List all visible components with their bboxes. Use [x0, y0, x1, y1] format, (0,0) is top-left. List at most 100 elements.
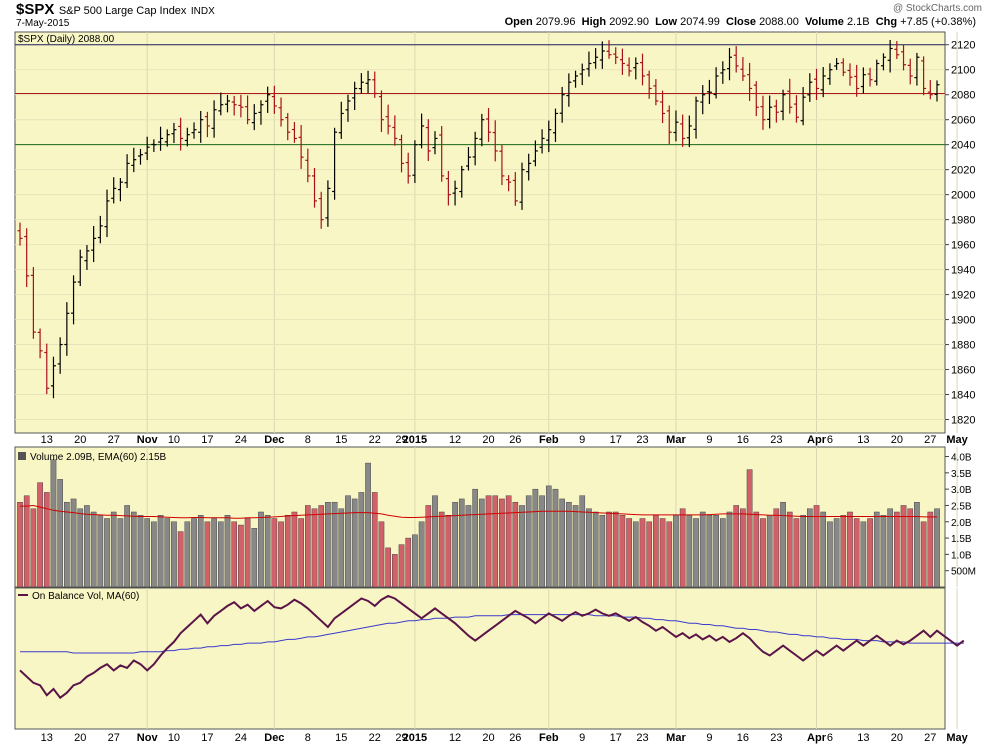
price-tick-label: 2060	[951, 115, 975, 127]
volume-bar	[365, 462, 371, 588]
volume-bar	[151, 521, 157, 588]
x-tick-label: Mar	[666, 732, 686, 744]
volume-bar	[793, 518, 800, 588]
volume-bar	[458, 498, 465, 588]
x-tick-label: 23	[770, 434, 782, 446]
volume-bar	[786, 511, 793, 588]
volume-bar	[338, 508, 345, 588]
volume-bar	[284, 515, 291, 588]
volume-bar	[425, 505, 432, 588]
volume-bar	[43, 492, 50, 588]
volume-bar	[117, 518, 124, 588]
volume-bar	[740, 508, 746, 588]
x-tick-label: 6	[827, 732, 833, 744]
volume-bar	[880, 515, 887, 588]
volume-bar	[626, 518, 632, 588]
volume-bar	[271, 518, 278, 588]
volume-bar	[847, 511, 853, 588]
volume-bar	[545, 485, 552, 588]
volume-bar	[659, 518, 666, 588]
volume-bar	[499, 498, 505, 588]
x-tick-label: Nov	[137, 434, 159, 446]
volume-bar	[927, 511, 934, 588]
volume-bar	[632, 521, 639, 588]
volume-bar	[820, 511, 827, 588]
x-tick-label: 10	[168, 732, 180, 744]
volume-bar	[773, 508, 780, 588]
volume-bar	[465, 505, 472, 588]
x-tick-label: 23	[636, 732, 648, 744]
price-tick-label: 2000	[951, 190, 975, 202]
obv-line	[19, 594, 965, 700]
volume-bar	[17, 501, 23, 588]
volume-bar	[559, 498, 565, 588]
volume-bar	[733, 505, 740, 588]
open-value: 2079.96	[535, 16, 576, 28]
volume-bar	[345, 495, 351, 588]
chg-value: +7.85 (+0.38%)	[900, 16, 976, 28]
volume-bar	[813, 505, 820, 588]
x-tick-label: 13	[41, 434, 53, 446]
x-tick-label: 20	[482, 732, 494, 744]
x-tick-label: 13	[41, 732, 53, 744]
volume-bar	[70, 498, 77, 588]
volume-bar	[492, 495, 499, 588]
price-tick-label: 1940	[951, 265, 975, 277]
symbol: $SPX	[16, 1, 55, 18]
volume-bar	[566, 501, 572, 588]
x-tick-label: Apr	[807, 732, 827, 744]
price-tick-label: 1980	[951, 215, 975, 227]
volume-bar	[807, 508, 813, 588]
x-tick-label: 13	[857, 434, 869, 446]
price-tick-label: 2100	[951, 65, 975, 77]
volume-bar	[412, 534, 418, 588]
volume-bar	[760, 518, 766, 588]
volume-bar	[224, 515, 231, 588]
volume-bar	[719, 518, 726, 588]
price-tick-label: 1820	[951, 415, 975, 427]
volume-bar	[50, 459, 57, 588]
x-tick-label: Dec	[264, 434, 284, 446]
volume-bar	[485, 495, 492, 588]
volume-bar	[157, 515, 164, 588]
volume-bar	[298, 518, 304, 588]
volume-tick-label: 3.5B	[951, 469, 972, 480]
volume-legend-swatch	[18, 452, 26, 460]
volume-bar	[853, 518, 860, 588]
index-name: S&P 500 Large Cap Index	[58, 5, 187, 17]
x-tick-label: 20	[891, 732, 903, 744]
volume-bar	[706, 515, 713, 588]
volume-bar	[64, 501, 70, 588]
volume-bar	[592, 511, 599, 588]
quote-bar: Open 2079.96 High 2092.90 Low 2074.99 Cl…	[505, 16, 976, 28]
volume-bar	[699, 511, 706, 588]
volume-bar	[331, 501, 338, 588]
x-tick-label: 8	[305, 434, 311, 446]
obv-panel: On Balance Vol, MA(60)	[14, 587, 965, 730]
volume-bar	[432, 495, 438, 588]
x-tick-label: 22	[369, 732, 381, 744]
obv-ma-line	[20, 614, 964, 654]
volume-bar	[231, 521, 238, 588]
volume-bar	[612, 511, 619, 588]
volume-bar	[57, 479, 63, 588]
volume-bar	[753, 511, 760, 588]
volume-bar	[445, 515, 452, 588]
volume-bar	[887, 508, 893, 588]
x-tick-label: 15	[335, 434, 347, 446]
price-tick-label: 1840	[951, 390, 975, 402]
x-tick-label: May	[946, 732, 968, 744]
volume-bar	[124, 505, 130, 588]
price-panel: 1820 1840 1860 1880 1900 1920 1940 1960 1980 2000…	[14, 31, 975, 434]
volume-bar	[452, 501, 458, 588]
x-tick-label: 17	[201, 732, 213, 744]
volume-bar	[653, 515, 659, 588]
volume-bar	[37, 482, 43, 588]
x-tick-label: 23	[636, 434, 648, 446]
x-tick-label: 23	[770, 732, 782, 744]
x-tick-label: 20	[74, 732, 86, 744]
x-tick-label: May	[946, 434, 968, 446]
price-tick-label: 1960	[951, 240, 975, 252]
